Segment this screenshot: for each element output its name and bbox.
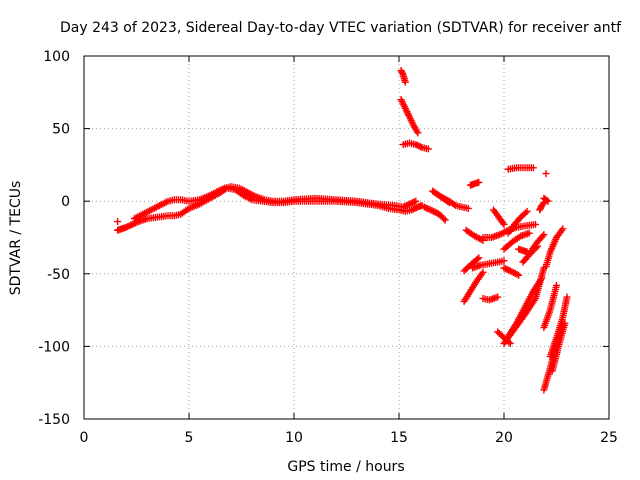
data-point-arc-t xyxy=(537,276,545,284)
data-point-arc-j xyxy=(500,257,508,265)
y-tick-label: 50 xyxy=(52,122,70,138)
data-point-arc-x xyxy=(543,196,551,204)
y-tick-label: 0 xyxy=(61,194,70,210)
y-tick-label: -50 xyxy=(47,267,70,283)
data-point-arc-c xyxy=(425,205,433,213)
data-point-main-trace xyxy=(128,220,136,228)
data-point-arc-c xyxy=(430,207,438,215)
data-point-arc-v xyxy=(539,232,547,240)
data-point-arc-t xyxy=(538,274,546,282)
data-point-arc-b xyxy=(424,145,432,153)
data-point-arc-h xyxy=(473,255,481,263)
data-point-arc-c xyxy=(422,204,430,212)
data-point-arc-p xyxy=(505,266,513,274)
data-point-arc-n xyxy=(523,207,531,215)
data-point-arc-c xyxy=(441,216,449,224)
data-point-arc-c xyxy=(427,206,434,214)
data-point-arc-aa xyxy=(559,225,567,233)
data-point-main-trace xyxy=(125,222,133,230)
data-point-arc-p xyxy=(500,264,508,272)
data-point-arc-b xyxy=(412,141,420,149)
x-tick-label: 10 xyxy=(285,430,303,446)
data-point-arc-c xyxy=(428,207,436,215)
data-point-upper-trace xyxy=(407,199,415,207)
data-point-main-trace xyxy=(133,218,141,226)
data-point-arc-e xyxy=(450,200,458,208)
data-point-main-trace xyxy=(408,206,416,214)
x-tick-label: 25 xyxy=(600,430,618,446)
data-point-arc-c xyxy=(420,203,428,211)
data-point-arc-i xyxy=(479,268,487,276)
data-point-arc-v xyxy=(540,231,548,239)
data-point-arc-o xyxy=(525,229,533,237)
data-point-arc-c xyxy=(440,215,448,223)
data-point-arc-p xyxy=(503,265,511,273)
data-point-upper-trace xyxy=(404,201,412,209)
data-point-arc-m xyxy=(500,220,508,228)
x-tick-label: 0 xyxy=(80,430,89,446)
data-point-main-trace xyxy=(409,205,417,213)
data-point-upper-trace xyxy=(399,203,407,211)
grid xyxy=(84,56,609,419)
data-point-arc-ad xyxy=(553,281,560,289)
data-point-arc-a-top xyxy=(401,78,409,86)
data-point-arc-ac xyxy=(563,293,571,301)
data-point-upper-trace xyxy=(216,186,224,194)
data-point-arc-y xyxy=(529,164,537,172)
data-point-arc-b xyxy=(413,141,421,149)
data-point-main-trace xyxy=(127,221,135,229)
data-point-arc-p xyxy=(515,271,523,279)
x-tick-labels: 0 5 10 15 20 25 xyxy=(80,430,618,446)
data-point-arc-k xyxy=(494,293,502,301)
chart-title: Day 243 of 2023, Sidereal Day-to-day VTE… xyxy=(60,20,622,36)
data-point-arc-x xyxy=(544,197,552,205)
data-point-isolated-point xyxy=(114,218,122,226)
y-tick-label: -100 xyxy=(38,339,70,355)
data-point-upper-trace xyxy=(218,186,226,194)
data-point-upper-trace xyxy=(402,202,410,210)
data-point-upper-trace xyxy=(219,185,227,193)
data-point-arc-ae xyxy=(561,319,569,327)
ticks xyxy=(83,55,610,420)
x-axis-label: GPS time / hours xyxy=(287,459,404,475)
data-point-arc-b xyxy=(415,142,423,150)
y-tick-label: -150 xyxy=(38,412,70,428)
data-points xyxy=(114,67,571,394)
data-point-upper-trace xyxy=(401,202,409,210)
y-tick-labels: 100 50 0 -50 -100 -150 xyxy=(38,49,70,428)
data-point-upper-trace xyxy=(406,200,413,208)
data-point-upper-trace xyxy=(409,199,417,207)
plot-frame xyxy=(83,55,610,420)
data-point-arc-h xyxy=(475,254,483,262)
data-point-upper-trace xyxy=(410,198,418,206)
data-point-upper-trace xyxy=(214,187,222,195)
data-point-main-trace xyxy=(411,204,419,212)
data-point-upper-trace xyxy=(412,197,420,205)
x-tick-label: 5 xyxy=(185,430,194,446)
y-axis-label: SDTVAR / TECUs xyxy=(8,181,24,296)
data-point-arc-e xyxy=(464,204,472,212)
data-point-arc-c xyxy=(423,204,431,212)
data-point-arc-f xyxy=(475,178,483,186)
data-point-arc-r xyxy=(506,339,514,347)
data-point-main-trace xyxy=(124,223,132,231)
data-point-arc-p xyxy=(502,265,510,273)
data-point-arc-b xyxy=(417,143,425,151)
data-point-arc-l xyxy=(532,220,539,228)
data-point-arc-z xyxy=(542,170,550,178)
data-point-main-trace xyxy=(122,223,130,231)
data-point-arc-w xyxy=(539,200,547,208)
data-point-arc-m xyxy=(499,219,507,227)
y-tick-label: 100 xyxy=(43,49,70,65)
data-point-arc-n xyxy=(522,209,530,217)
x-tick-label: 15 xyxy=(390,430,408,446)
x-tick-label: 20 xyxy=(495,430,513,446)
data-point-arc-a xyxy=(414,129,422,137)
